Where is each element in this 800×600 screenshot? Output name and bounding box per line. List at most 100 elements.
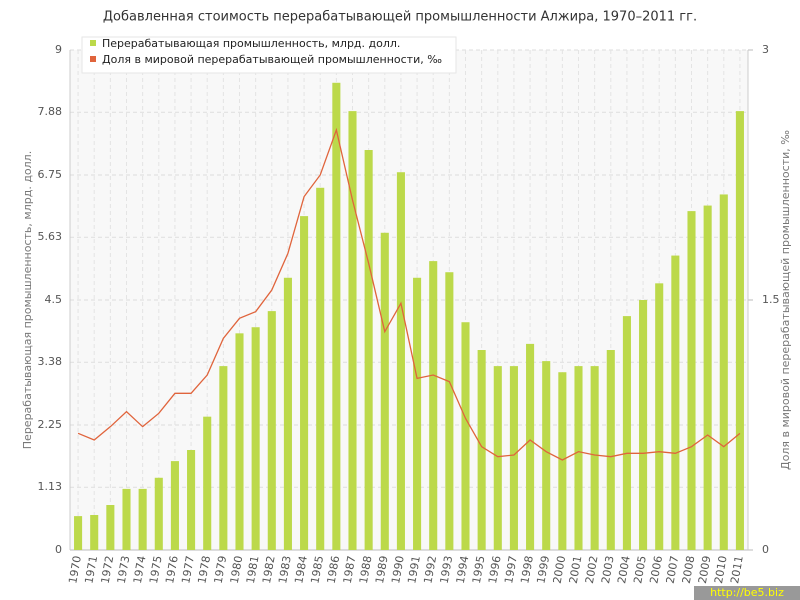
bar xyxy=(639,300,648,550)
x-tick-label: 2009 xyxy=(696,555,714,585)
y2-axis-title: Доля в мировой перерабатывающей промышле… xyxy=(779,130,792,470)
x-tick-label: 1989 xyxy=(373,555,391,585)
bar xyxy=(703,205,712,551)
x-tick-label: 1974 xyxy=(131,555,149,585)
bar xyxy=(138,488,147,550)
x-tick-label: 1972 xyxy=(99,555,117,585)
bar xyxy=(90,515,99,550)
bar xyxy=(526,343,535,550)
x-tick-label: 1982 xyxy=(260,555,278,585)
bar xyxy=(235,333,244,550)
x-tick-label: 2003 xyxy=(599,555,617,585)
watermark: http://be5.biz xyxy=(710,586,784,599)
x-tick-label: 1984 xyxy=(292,555,310,585)
bar xyxy=(106,505,115,550)
bar xyxy=(203,416,212,550)
x-tick-label: 1990 xyxy=(389,555,407,585)
bar xyxy=(542,361,551,550)
bar xyxy=(413,277,422,550)
bar xyxy=(719,194,728,550)
legend-swatch xyxy=(90,56,96,62)
y2-tick-label: 1.5 xyxy=(762,293,780,306)
bar xyxy=(687,211,696,550)
bar xyxy=(316,187,325,550)
y-tick-label: 4.5 xyxy=(45,293,63,306)
x-tick-label: 1998 xyxy=(518,555,536,585)
bar xyxy=(509,366,518,550)
x-tick-label: 1979 xyxy=(212,555,230,585)
x-tick-label: 1995 xyxy=(470,555,488,585)
x-tick-label: 1986 xyxy=(325,555,343,585)
bar xyxy=(122,488,131,550)
x-tick-label: 2010 xyxy=(712,555,730,585)
x-tick-label: 1975 xyxy=(147,555,165,585)
bar xyxy=(267,311,276,550)
x-tick-label: 2005 xyxy=(631,555,649,585)
bar xyxy=(574,366,583,550)
watermark-bg xyxy=(694,586,800,600)
bar xyxy=(622,316,631,550)
y-tick-label: 3.38 xyxy=(38,355,63,368)
bar xyxy=(558,372,567,550)
x-tick-label: 2002 xyxy=(583,555,601,585)
bar xyxy=(590,366,599,550)
bar xyxy=(477,350,486,550)
x-tick-label: 2000 xyxy=(551,555,569,585)
bar xyxy=(671,255,680,551)
x-tick-label: 1985 xyxy=(308,555,326,585)
x-tick-label: 1993 xyxy=(438,555,456,585)
x-tick-label: 2004 xyxy=(615,555,633,585)
bar xyxy=(154,477,163,550)
x-tick-label: 1980 xyxy=(228,555,246,585)
legend-label: Доля в мировой перерабатывающей промышле… xyxy=(102,53,442,66)
x-tick-label: 2006 xyxy=(647,555,665,585)
bar xyxy=(445,272,454,550)
x-tick-label: 1973 xyxy=(115,555,133,585)
legend-label: Перерабатывающая промышленность, млрд. д… xyxy=(102,37,400,50)
x-tick-label: 1996 xyxy=(486,555,504,585)
bar xyxy=(396,172,405,550)
x-tick-label: 1991 xyxy=(405,555,423,585)
y-tick-label: 5.63 xyxy=(38,230,63,243)
bar xyxy=(283,277,292,550)
bar xyxy=(364,150,373,550)
y2-tick-label: 3 xyxy=(762,43,769,56)
x-tick-label: 1983 xyxy=(276,555,294,585)
legend-swatch xyxy=(90,40,96,46)
x-tick-label: 1970 xyxy=(66,555,84,585)
x-tick-label: 1997 xyxy=(502,555,520,585)
x-tick-label: 1988 xyxy=(357,555,375,585)
line xyxy=(77,127,741,461)
x-tick-label: 2001 xyxy=(567,555,585,585)
legend: Перерабатывающая промышленность, млрд. д… xyxy=(81,36,457,74)
bar xyxy=(606,350,615,550)
bar xyxy=(461,322,470,550)
x-tick-label: 2008 xyxy=(680,555,698,585)
bar xyxy=(655,283,664,550)
x-tick-label: 1999 xyxy=(534,555,552,585)
bar xyxy=(735,111,744,550)
x-tick-label: 1971 xyxy=(82,555,100,585)
bar xyxy=(74,516,83,550)
legend-box xyxy=(81,36,457,74)
bar xyxy=(187,450,196,550)
bar xyxy=(332,82,341,551)
x-tick-label: 1977 xyxy=(179,555,197,585)
marks xyxy=(74,82,744,551)
chart-title: Добавленная стоимость перерабатывающей п… xyxy=(103,10,697,25)
bar xyxy=(348,111,357,550)
y-tick-label: 0 xyxy=(55,543,62,556)
x-tick-label: 2007 xyxy=(664,555,682,585)
bar xyxy=(493,366,502,550)
x-tick-label: 1994 xyxy=(454,555,472,585)
y-tick-label: 2.25 xyxy=(38,418,63,431)
x-tick-label: 1992 xyxy=(421,555,439,585)
bar xyxy=(251,327,260,550)
x-tick-label: 1978 xyxy=(195,555,213,585)
bar xyxy=(380,232,389,550)
x-tick-label: 1987 xyxy=(341,555,359,585)
y-tick-label: 6.75 xyxy=(38,168,63,181)
y2-tick-label: 0 xyxy=(762,543,769,556)
bar xyxy=(300,216,309,550)
y-tick-label: 9 xyxy=(55,43,62,56)
